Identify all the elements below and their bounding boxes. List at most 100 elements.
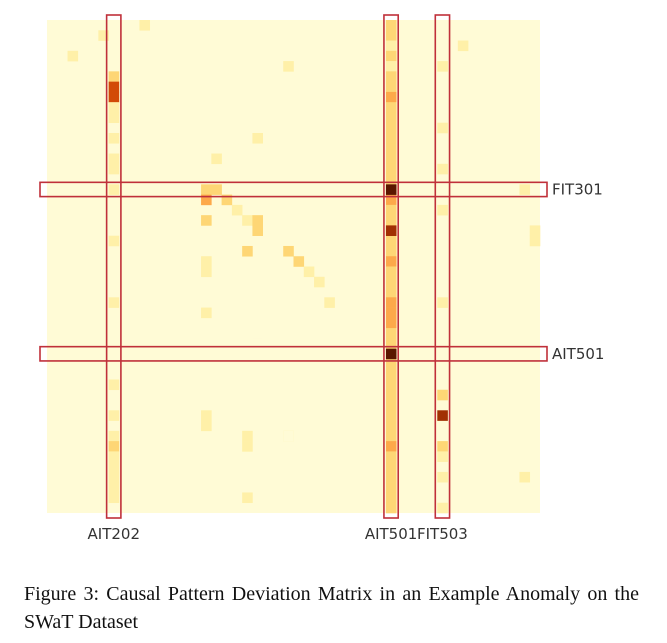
row-highlight-box [39,181,548,198]
row-highlight-label: AIT501 [552,345,604,363]
column-highlight-label: FIT503 [417,525,468,543]
heatmap-cell [108,91,120,103]
heatmap-cell [437,297,448,308]
heatmap-cell [242,441,253,452]
heatmap-cell [385,451,397,462]
heatmap-cell [385,225,397,236]
column-highlight-label: AIT202 [88,525,140,543]
row-highlight-box [39,345,548,362]
heatmap-cell [108,430,120,442]
row-highlight-label: FIT301 [552,180,603,198]
heatmap-cell [385,430,397,442]
heatmap-cell [385,30,397,41]
heatmap-cell [529,225,541,236]
heatmap-cell [385,235,397,247]
heatmap-cell [211,153,222,165]
heatmap-cell [385,102,397,113]
heatmap-cell [385,112,397,124]
heatmap-cell [252,132,263,144]
heatmap-cell [201,307,212,319]
heatmap-cell [385,276,397,288]
heatmap-cell [385,348,397,360]
heatmap-cell [385,122,397,134]
heatmap-cell [437,204,448,216]
heatmap-cell [293,256,305,267]
column-highlight-box [105,14,122,519]
heatmap-cell [108,482,120,493]
heatmap-cell [108,492,120,504]
heatmap-cell [519,471,531,483]
heatmap-cell [201,194,212,206]
heatmap-cell [437,471,448,483]
heatmap-cell [108,461,120,473]
heatmap-cell [385,91,397,103]
heatmap-cell [385,369,397,380]
heatmap-cell [437,122,448,134]
heatmap-cell [221,194,233,206]
heatmap-cell [242,430,253,442]
heatmap-cell [252,338,263,349]
column-highlight-box [434,14,451,519]
heatmap-cell [201,184,212,195]
column-highlight-label: AIT501 [365,525,417,543]
heatmap-cell [139,20,151,31]
heatmap-cell [108,71,120,82]
heatmap-cell [385,61,397,72]
heatmap-cell [108,379,120,391]
heatmap-cell [437,389,448,401]
heatmap-cell [283,61,294,72]
heatmap-cell [303,266,315,278]
heatmap-cell [385,153,397,165]
heatmap-cell [437,61,448,72]
heatmap-cell [437,441,448,452]
heatmap-cell [108,451,120,462]
heatmap-cell [324,410,335,421]
heatmap-cell [108,297,120,308]
heatmap-cell [314,276,325,288]
heatmap-cell [385,338,397,349]
heatmap-cell [201,420,212,432]
heatmap-cell [385,40,397,52]
heatmap-cell [201,215,212,226]
heatmap-cell [385,174,397,185]
heatmap-cell [108,153,120,165]
heatmap-cell [283,245,294,257]
heatmap-cell [385,184,397,195]
heatmap-cell [385,287,397,298]
heatmap-cell [108,163,120,175]
heatmap-cell [385,297,397,308]
heatmap-cell [242,245,253,257]
heatmap-cell [108,235,120,247]
heatmap-cell [252,225,263,236]
column-highlight-box [383,14,400,519]
heatmap-cell [385,400,397,411]
heatmap-cell [334,143,346,154]
heatmap-cell [201,256,212,267]
heatmap-cell [201,410,212,421]
heatmap-cell [108,410,120,421]
highlight-boxes [39,14,548,519]
heatmap-cell [385,461,397,473]
heatmap-cell [98,30,109,41]
heatmap-cell [385,307,397,319]
heatmap-cell [385,379,397,391]
heatmap-cell [385,245,397,257]
heatmap-cell [385,482,397,493]
heatmap-cell [67,50,79,62]
heatmap-cell [108,81,120,93]
heatmap-cell [385,471,397,483]
heatmap-cell [385,492,397,504]
heatmap-cell [437,502,448,514]
heatmap-cell [385,204,397,216]
heatmap-cell [385,441,397,452]
heatmap-cell [252,215,263,226]
figure-caption: Figure 3: Causal Pattern Deviation Matri… [24,583,639,633]
heatmap-cell [457,40,469,52]
heatmap-cell [385,410,397,421]
heatmap-cell [324,297,335,308]
heatmap-cell [437,451,448,462]
heatmap-cell [385,317,397,329]
heatmap-cell [385,328,397,339]
heatmap-cell [385,266,397,278]
